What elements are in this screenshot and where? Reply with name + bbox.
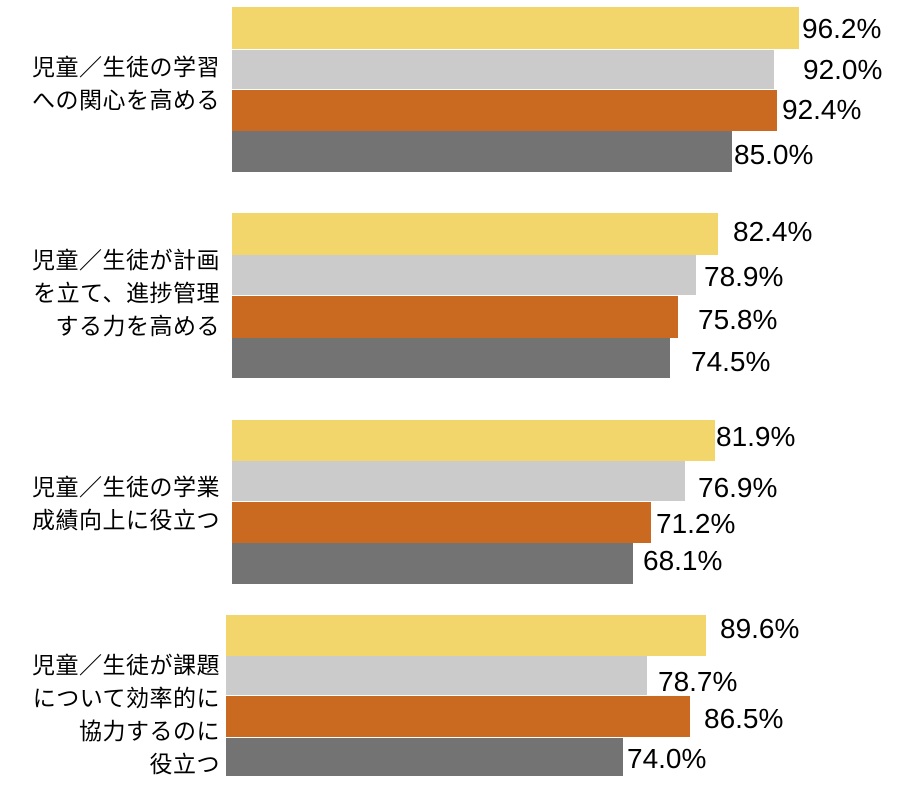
bar-series-2: [232, 255, 696, 295]
bar-series-1: [226, 615, 706, 656]
value-label: 82.4%: [733, 216, 813, 247]
bar-series-4: [226, 738, 623, 776]
value-label: 78.7%: [658, 666, 738, 697]
value-label: 68.1%: [643, 545, 723, 576]
bar-series-2: [232, 461, 685, 501]
bar-series-2: [226, 656, 647, 695]
bar-series-3: [232, 90, 777, 131]
value-label: 85.0%: [734, 139, 814, 170]
value-label: 86.5%: [704, 703, 784, 734]
bar-series-1: [232, 420, 715, 461]
bar-series-3: [232, 296, 678, 338]
category-label: 児童／生徒の学業 成績向上に役立つ: [32, 475, 220, 534]
value-label: 89.6%: [720, 613, 800, 644]
category-label: 児童／生徒が計画 を立て、進捗管理 する力を高める: [32, 248, 220, 340]
value-label: 81.9%: [716, 421, 796, 452]
value-label: 74.0%: [627, 743, 707, 774]
bar-series-2: [232, 50, 774, 89]
bar-series-3: [226, 696, 690, 737]
bar-series-4: [232, 338, 670, 378]
value-label: 96.2%: [802, 13, 882, 44]
value-label: 92.4%: [782, 94, 862, 125]
value-label: 75.8%: [698, 304, 778, 335]
value-label: 78.9%: [704, 261, 784, 292]
value-label: 74.5%: [691, 346, 771, 377]
bar-series-1: [232, 7, 799, 49]
bar-series-1: [232, 213, 718, 255]
category-label: 児童／生徒の学習 への関心を高める: [32, 55, 220, 114]
bar-series-4: [232, 543, 633, 584]
bar-series-4: [232, 131, 732, 172]
bar-series-3: [232, 502, 651, 543]
category-label: 児童／生徒が課題 について効率的に 協力するのに 役立つ: [32, 653, 220, 778]
value-label: 92.0%: [803, 54, 883, 85]
value-label: 76.9%: [698, 472, 778, 503]
value-label: 71.2%: [656, 508, 736, 539]
